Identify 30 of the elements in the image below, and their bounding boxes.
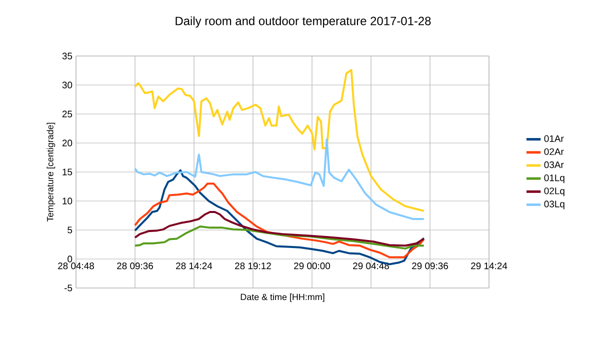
y-tick-label: 30 — [62, 82, 72, 88]
x-tick-label: 28 04:48 — [58, 262, 94, 270]
y-tick-label: -5 — [64, 284, 72, 292]
legend-label: 03Ar — [544, 161, 564, 168]
x-axis-title: Date & time [HH:mm] — [240, 294, 324, 302]
legend-label: 02Ar — [544, 148, 564, 156]
line-series — [134, 182, 425, 258]
y-axis-title: Temperature [centigrade] — [46, 122, 56, 222]
x-tick-label: 29 09:36 — [412, 262, 448, 270]
y-tick-label: 5 — [68, 226, 72, 234]
chart-title: Daily room and outdoor temperature 2017-01-28 — [176, 16, 431, 28]
line-series — [134, 138, 425, 220]
legend-label: 01Ar — [544, 135, 564, 142]
legend-label: 03Lq — [544, 200, 564, 210]
y-tick-label: 0 — [68, 256, 72, 262]
legend-label: 02Lq — [544, 188, 564, 196]
x-tick-label: 28 19:12 — [235, 262, 271, 270]
y-tick-label: 10 — [62, 198, 72, 204]
x-tick-label: 29 14:24 — [471, 262, 508, 270]
line-series — [134, 226, 425, 250]
y-tick-label: 25 — [62, 110, 72, 118]
x-tick-label: 29 00:00 — [294, 262, 330, 270]
line-series — [134, 68, 425, 212]
line-series — [134, 211, 425, 247]
y-tick-label: 35 — [62, 52, 72, 60]
y-tick-label: 15 — [62, 168, 72, 176]
x-tick-label: 28 14:24 — [176, 262, 212, 270]
legend-label: 01Lq — [544, 174, 564, 184]
y-tick-label: 20 — [62, 140, 72, 146]
x-tick-label: 28 09:36 — [117, 262, 153, 270]
